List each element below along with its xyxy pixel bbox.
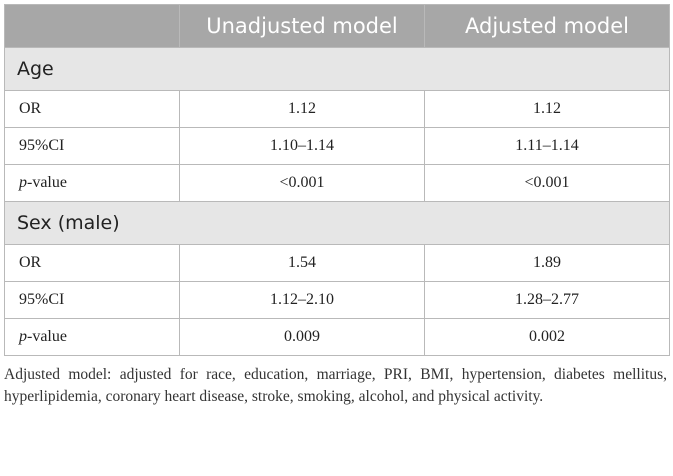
adjusted-value: 1.28–2.77 bbox=[424, 281, 670, 319]
section-title: Sex (male) bbox=[4, 201, 670, 245]
table-row: 95%CI 1.12–2.10 1.28–2.77 bbox=[4, 281, 670, 319]
row-label: p-value bbox=[4, 164, 180, 202]
unadjusted-value: 1.54 bbox=[179, 244, 425, 282]
p-italic: p bbox=[19, 328, 27, 345]
row-label: OR bbox=[4, 90, 180, 128]
table-row: OR 1.54 1.89 bbox=[4, 244, 670, 282]
table-row: p-value <0.001 <0.001 bbox=[4, 164, 670, 202]
header-row: Unadjusted model Adjusted model bbox=[4, 4, 670, 48]
header-unadjusted: Unadjusted model bbox=[179, 4, 425, 48]
unadjusted-value: 1.12–2.10 bbox=[179, 281, 425, 319]
adjusted-value: 1.11–1.14 bbox=[424, 127, 670, 165]
section-row-age: Age bbox=[4, 47, 670, 91]
table-row: OR 1.12 1.12 bbox=[4, 90, 670, 128]
row-label: p-value bbox=[4, 318, 180, 356]
unadjusted-value: 1.10–1.14 bbox=[179, 127, 425, 165]
row-label: OR bbox=[4, 244, 180, 282]
adjusted-value: 0.002 bbox=[424, 318, 670, 356]
adjusted-value: 1.12 bbox=[424, 90, 670, 128]
table-row: 95%CI 1.10–1.14 1.11–1.14 bbox=[4, 127, 670, 165]
section-row-sex: Sex (male) bbox=[4, 201, 670, 245]
p-italic: p bbox=[19, 174, 27, 191]
adjusted-value: 1.89 bbox=[424, 244, 670, 282]
unadjusted-value: 1.12 bbox=[179, 90, 425, 128]
section-title: Age bbox=[4, 47, 670, 91]
p-suffix: -value bbox=[27, 174, 67, 191]
table-row: p-value 0.009 0.002 bbox=[4, 318, 670, 356]
row-label: 95%CI bbox=[4, 127, 180, 165]
adjusted-value: <0.001 bbox=[424, 164, 670, 202]
results-table: Unadjusted model Adjusted model Age OR 1… bbox=[4, 4, 670, 356]
unadjusted-value: 0.009 bbox=[179, 318, 425, 356]
table-container: Unadjusted model Adjusted model Age OR 1… bbox=[4, 4, 670, 408]
table-footnote: Adjusted model: adjusted for race, educa… bbox=[4, 366, 667, 405]
unadjusted-value: <0.001 bbox=[179, 164, 425, 202]
header-adjusted: Adjusted model bbox=[424, 4, 670, 48]
p-suffix: -value bbox=[27, 328, 67, 345]
header-blank-cell bbox=[4, 4, 180, 48]
row-label: 95%CI bbox=[4, 281, 180, 319]
